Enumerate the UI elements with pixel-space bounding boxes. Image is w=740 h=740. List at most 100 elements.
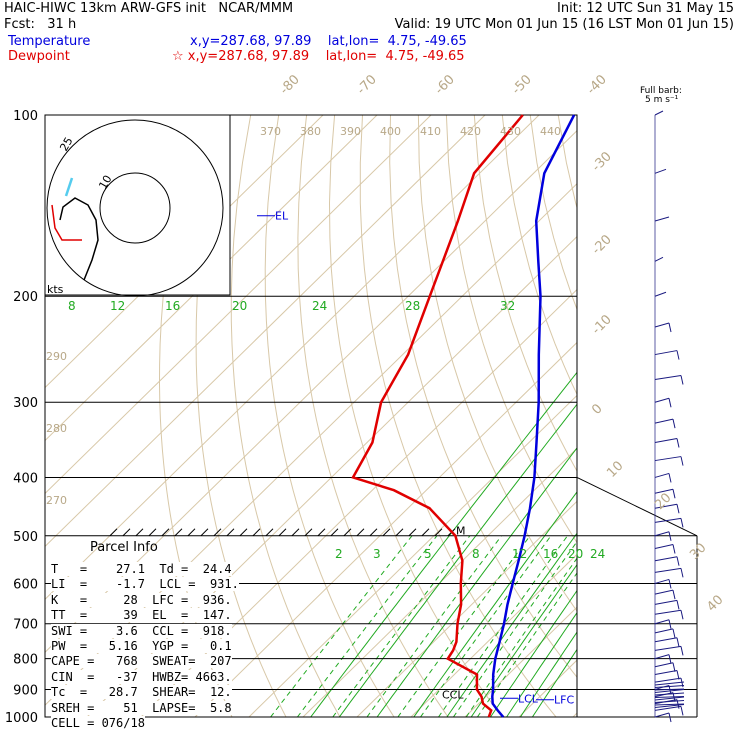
- wind-barb: [654, 503, 678, 509]
- wind-barb: [654, 637, 678, 643]
- wind-barb-flag: [680, 375, 684, 385]
- barb-legend-title: Full barb:: [640, 86, 682, 96]
- dry-adiabat: [328, 115, 503, 717]
- wind-barb: [654, 374, 682, 380]
- isotherm-tick-label: 20: [652, 491, 674, 513]
- freezing-hatch: [434, 528, 443, 537]
- mixing-ratio-tick-label: 2: [335, 547, 343, 561]
- hodograph: 25 10 kts: [44, 114, 231, 297]
- mixing-ratio-line: [506, 611, 577, 717]
- wind-barb: [654, 456, 682, 462]
- mixing-ratio-tick-label: 20: [232, 299, 247, 313]
- mixing-ratio-dashed: [438, 535, 568, 717]
- wind-barb-flag: [676, 637, 680, 647]
- freezing-hatch: [252, 528, 261, 537]
- temperature-profile: [491, 114, 576, 718]
- parcel-info-row: SWI = 3.6 CCL = 918.: [51, 623, 232, 638]
- level-marker-label: M: [456, 524, 466, 537]
- wind-barb: [654, 418, 674, 424]
- wind-barb: [654, 578, 670, 584]
- parcel-info-row: LI = -1.7 LCL = 931.: [51, 577, 239, 592]
- wind-barb: [654, 544, 674, 550]
- isotherm-line: [140, 288, 577, 717]
- wind-barb-flag: [676, 504, 680, 514]
- theta-tick-label: 400: [380, 125, 401, 138]
- mixing-ratio-tick-label: 12: [110, 299, 125, 313]
- pressure-tick-label: 200: [13, 290, 38, 305]
- dry-adiabat-lines: [158, 115, 740, 717]
- theta-tick-label: 390: [340, 125, 361, 138]
- wind-barbs: [654, 110, 685, 723]
- wind-barb: [654, 654, 670, 660]
- wind-barb-cluster: [654, 688, 685, 691]
- dry-adiabat: [473, 115, 577, 472]
- mixing-ratio-tick-label: 24: [312, 299, 327, 313]
- wind-barb-flag: [668, 579, 672, 589]
- isotherm-line: [45, 115, 432, 495]
- mixing-ratio-line: [338, 403, 577, 717]
- wind-barb-flag: [676, 350, 680, 360]
- pressure-tick-label: 300: [13, 396, 38, 411]
- dry-adiabat: [586, 115, 740, 717]
- barb-legend-units: 5 m s⁻¹: [645, 95, 679, 105]
- dry-adiabat: [264, 115, 395, 717]
- mixing-ratio-line: [531, 648, 577, 717]
- isotherm-tick-label: -70: [354, 72, 380, 98]
- parcel-info-row: CIN = -37 HWBZ= 4663.: [51, 669, 232, 684]
- isotherm-line: [410, 553, 577, 717]
- isotherm-line: [248, 394, 577, 717]
- wind-barb-flag: [676, 600, 680, 610]
- wind-barb: [654, 168, 667, 174]
- pressure-tick-label: 100: [13, 109, 38, 124]
- freezing-hatch: [408, 528, 417, 537]
- wind-barb-flag: [680, 646, 684, 656]
- freezing-hatch: [213, 528, 222, 537]
- header-model-title: HAIC-HIWC 13km ARW-GFS init NCAR/MMM: [4, 1, 294, 16]
- freezing-hatch: [109, 528, 118, 537]
- freezing-hatch: [291, 528, 300, 537]
- dry-adiabat: [195, 115, 287, 717]
- wind-barb: [654, 531, 670, 537]
- freezing-hatch: [161, 528, 170, 537]
- freezing-hatch: [122, 528, 131, 537]
- freezing-hatch: [330, 528, 339, 537]
- parcel-info-row: SREH = 51 LAPSE= 5.8: [51, 700, 232, 715]
- wind-barb-flag: [672, 489, 676, 499]
- wind-barb-flag: [668, 654, 672, 664]
- isotherm-tick-label: 0: [589, 401, 605, 417]
- pressure-tick-label: 600: [13, 577, 38, 592]
- mixing-ratio-tick-label: 8: [472, 547, 480, 561]
- pressure-tick-label: 800: [13, 653, 38, 668]
- theta-side-label: 280: [46, 422, 67, 435]
- isotherm-tick-label: -60: [432, 72, 458, 98]
- wind-barb: [654, 256, 664, 262]
- wind-barb: [654, 705, 682, 711]
- mixing-ratio-dashed: [332, 535, 471, 717]
- mixing-ratio-tick-label: 32: [500, 299, 515, 313]
- wind-barb-cluster: [654, 685, 685, 688]
- mixing-ratio-tick-label: 3: [373, 547, 381, 561]
- isotherm-line: [302, 447, 577, 717]
- isotherm-line: [464, 606, 577, 717]
- wind-barb-cluster: [654, 689, 685, 693]
- parcel-info-row: PW = 5.16 YGP = 0.1: [51, 639, 232, 653]
- mixing-ratio-dashed: [297, 535, 438, 717]
- mixing-ratio-line: [519, 631, 577, 717]
- temperature-location: x,y=287.68, 97.89 lat,lon= 4.75, -49.65: [190, 34, 467, 49]
- hodograph-ring: [46, 119, 224, 297]
- isotherm-tick-label: -50: [509, 72, 535, 98]
- dry-adiabat: [230, 115, 341, 717]
- hodograph-trace-high: [64, 177, 74, 197]
- dry-adiabat: [642, 115, 740, 717]
- wind-barb-flag: [668, 473, 672, 483]
- freezing-hatch: [278, 528, 287, 537]
- freezing-hatch: [395, 528, 404, 537]
- parcel-info-row: Tc = 28.7 SHEAR= 12.: [51, 685, 232, 700]
- freezing-hatch: [135, 528, 144, 537]
- level-marker-label: LFC: [554, 694, 574, 707]
- theta-side-label: 290: [46, 350, 67, 363]
- theta-tick-label: 370: [260, 125, 281, 138]
- pressure-tick-label: 400: [13, 471, 38, 486]
- isotherm-tick-label: -40: [584, 72, 610, 98]
